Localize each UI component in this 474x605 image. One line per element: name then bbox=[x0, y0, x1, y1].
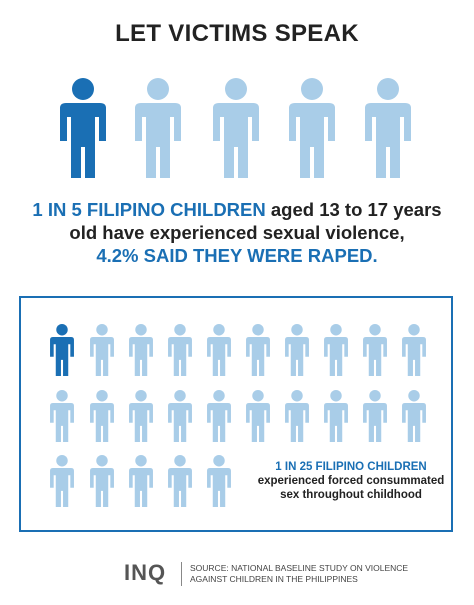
person-icon bbox=[90, 324, 114, 376]
person-icon bbox=[289, 78, 335, 178]
stat-highlight-raped: 4.2% SAID THEY WERE RAPED. bbox=[96, 245, 378, 266]
person-icon bbox=[207, 455, 231, 507]
person-icon-highlighted bbox=[50, 324, 74, 376]
person-icon bbox=[129, 455, 153, 507]
person-icon bbox=[90, 455, 114, 507]
stat-highlight-one-in-five: 1 IN 5 FILIPINO CHILDREN bbox=[32, 199, 266, 220]
person-icon bbox=[207, 324, 231, 376]
person-icon bbox=[246, 324, 270, 376]
figures-row-one-in-five bbox=[60, 78, 411, 178]
stat-text-age: aged 13 to 17 years bbox=[265, 199, 442, 220]
source-note: SOURCE: NATIONAL BASELINE STUDY ON VIOLE… bbox=[190, 563, 430, 585]
person-icon bbox=[363, 390, 387, 442]
person-icon bbox=[324, 390, 348, 442]
person-icon bbox=[168, 455, 192, 507]
person-icon bbox=[129, 390, 153, 442]
person-icon bbox=[285, 324, 309, 376]
stat-text-forced: experienced forced consummated bbox=[257, 475, 445, 487]
person-icon bbox=[129, 324, 153, 376]
person-icon bbox=[363, 324, 387, 376]
stat-line-1: 1 IN 5 FILIPINO CHILDREN aged 13 to 17 y… bbox=[0, 198, 474, 221]
source-line-1: SOURCE: NATIONAL BASELINE STUDY ON VIOLE… bbox=[190, 563, 409, 573]
person-icon bbox=[50, 455, 74, 507]
person-icon bbox=[402, 390, 426, 442]
person-icon bbox=[207, 390, 231, 442]
person-icon bbox=[90, 390, 114, 442]
stat-one-in-five: 1 IN 5 FILIPINO CHILDREN aged 13 to 17 y… bbox=[0, 198, 474, 267]
person-icon bbox=[168, 390, 192, 442]
source-line-2: AGAINST CHILDREN IN THE PHILIPPINES bbox=[190, 574, 358, 584]
stat-box-one-in-twenty-five bbox=[19, 296, 453, 532]
stat-text-violence: old have experienced sexual violence, bbox=[69, 222, 405, 243]
inq-logo: INQ bbox=[124, 560, 167, 585]
person-icon bbox=[213, 78, 259, 178]
person-icon bbox=[50, 390, 74, 442]
person-icon bbox=[135, 78, 181, 178]
person-icon bbox=[365, 78, 411, 178]
person-icon bbox=[285, 390, 309, 442]
footer-divider bbox=[181, 562, 182, 586]
person-icon-highlighted bbox=[60, 78, 106, 178]
stat-one-in-twenty-five: 1 IN 25 FILIPINO CHILDREN experienced fo… bbox=[248, 460, 454, 502]
stat-highlight-one-in-twenty-five: 1 IN 25 FILIPINO CHILDREN bbox=[275, 461, 427, 473]
person-icon bbox=[168, 324, 192, 376]
page-title: LET VICTIMS SPEAK bbox=[115, 20, 359, 47]
person-icon bbox=[246, 390, 270, 442]
stat-text-childhood: sex throughout childhood bbox=[280, 489, 422, 501]
person-icon bbox=[402, 324, 426, 376]
person-icon bbox=[324, 324, 348, 376]
